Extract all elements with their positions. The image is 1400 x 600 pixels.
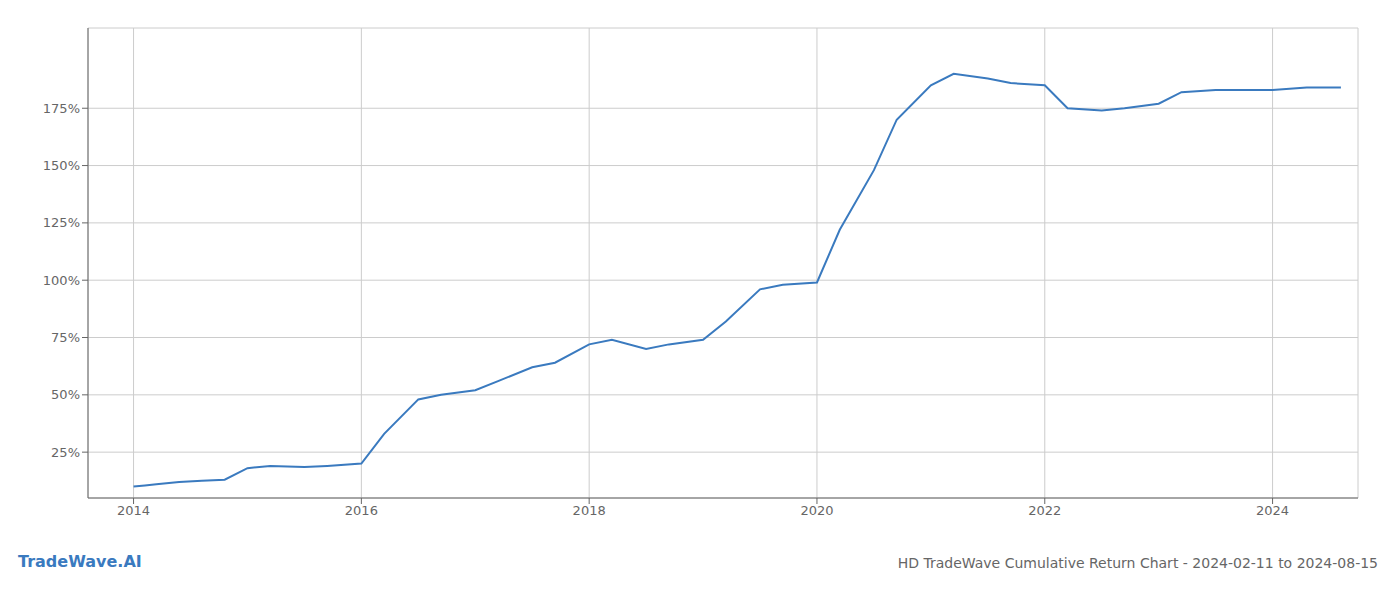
svg-text:2014: 2014 xyxy=(117,503,150,518)
svg-text:150%: 150% xyxy=(43,158,80,173)
svg-text:2018: 2018 xyxy=(573,503,606,518)
html-text:TradeWave.AI: TradeWave.AI xyxy=(18,552,142,571)
svg-text:75%: 75% xyxy=(51,330,80,345)
svg-text:25%: 25% xyxy=(51,445,80,460)
svg-text:2020: 2020 xyxy=(800,503,833,518)
svg-text:175%: 175% xyxy=(43,101,80,116)
svg-text:100%: 100% xyxy=(43,273,80,288)
svg-text:125%: 125% xyxy=(43,215,80,230)
html-text:HD TradeWave Cumulative Return: HD TradeWave Cumulative Return Chart - 2… xyxy=(897,555,1378,571)
svg-text:2016: 2016 xyxy=(345,503,378,518)
svg-text:2022: 2022 xyxy=(1028,503,1061,518)
svg-text:2024: 2024 xyxy=(1256,503,1289,518)
svg-text:50%: 50% xyxy=(51,387,80,402)
